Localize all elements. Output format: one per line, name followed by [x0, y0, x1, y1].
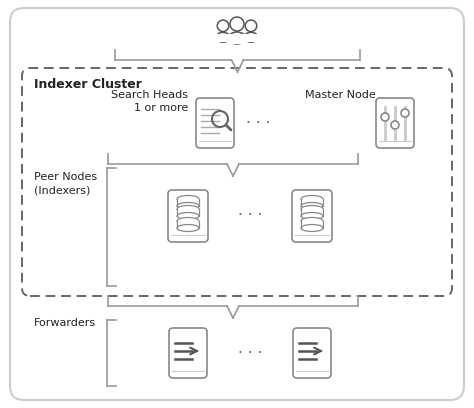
Ellipse shape	[177, 195, 199, 202]
Ellipse shape	[177, 213, 199, 220]
Ellipse shape	[177, 217, 199, 224]
Text: · · ·: · · ·	[246, 115, 270, 131]
FancyBboxPatch shape	[22, 68, 452, 296]
Text: Indexer Cluster: Indexer Cluster	[34, 78, 142, 91]
Ellipse shape	[301, 213, 323, 220]
Ellipse shape	[177, 206, 199, 213]
Ellipse shape	[228, 32, 246, 44]
Bar	[177, 221, 199, 228]
Text: Peer Nodes
(Indexers): Peer Nodes (Indexers)	[34, 172, 97, 195]
Ellipse shape	[177, 224, 199, 231]
FancyBboxPatch shape	[292, 190, 332, 242]
FancyBboxPatch shape	[376, 98, 414, 148]
Ellipse shape	[301, 202, 323, 209]
Bar	[301, 209, 323, 216]
Circle shape	[391, 121, 399, 129]
Bar	[243, 34, 259, 42]
Bar	[215, 34, 231, 42]
FancyBboxPatch shape	[10, 8, 464, 400]
Text: · · ·: · · ·	[238, 208, 262, 224]
Bar	[301, 221, 323, 228]
FancyBboxPatch shape	[169, 328, 207, 378]
Bar	[177, 209, 199, 216]
Ellipse shape	[177, 202, 199, 209]
Bar	[301, 199, 323, 206]
Circle shape	[245, 20, 257, 31]
FancyBboxPatch shape	[293, 328, 331, 378]
Ellipse shape	[301, 224, 323, 231]
Text: Master Node: Master Node	[305, 90, 376, 100]
Ellipse shape	[244, 32, 258, 42]
Circle shape	[381, 113, 389, 121]
Bar	[177, 199, 199, 206]
Ellipse shape	[216, 32, 230, 42]
Ellipse shape	[301, 217, 323, 224]
Ellipse shape	[301, 206, 323, 213]
Text: · · ·: · · ·	[238, 346, 262, 361]
Ellipse shape	[301, 195, 323, 202]
Circle shape	[217, 20, 229, 31]
FancyBboxPatch shape	[196, 98, 234, 148]
Text: Search Heads
1 or more: Search Heads 1 or more	[111, 90, 188, 113]
Bar	[227, 34, 247, 44]
Circle shape	[230, 17, 244, 31]
FancyBboxPatch shape	[168, 190, 208, 242]
Text: Forwarders: Forwarders	[34, 318, 96, 328]
Circle shape	[401, 109, 409, 117]
